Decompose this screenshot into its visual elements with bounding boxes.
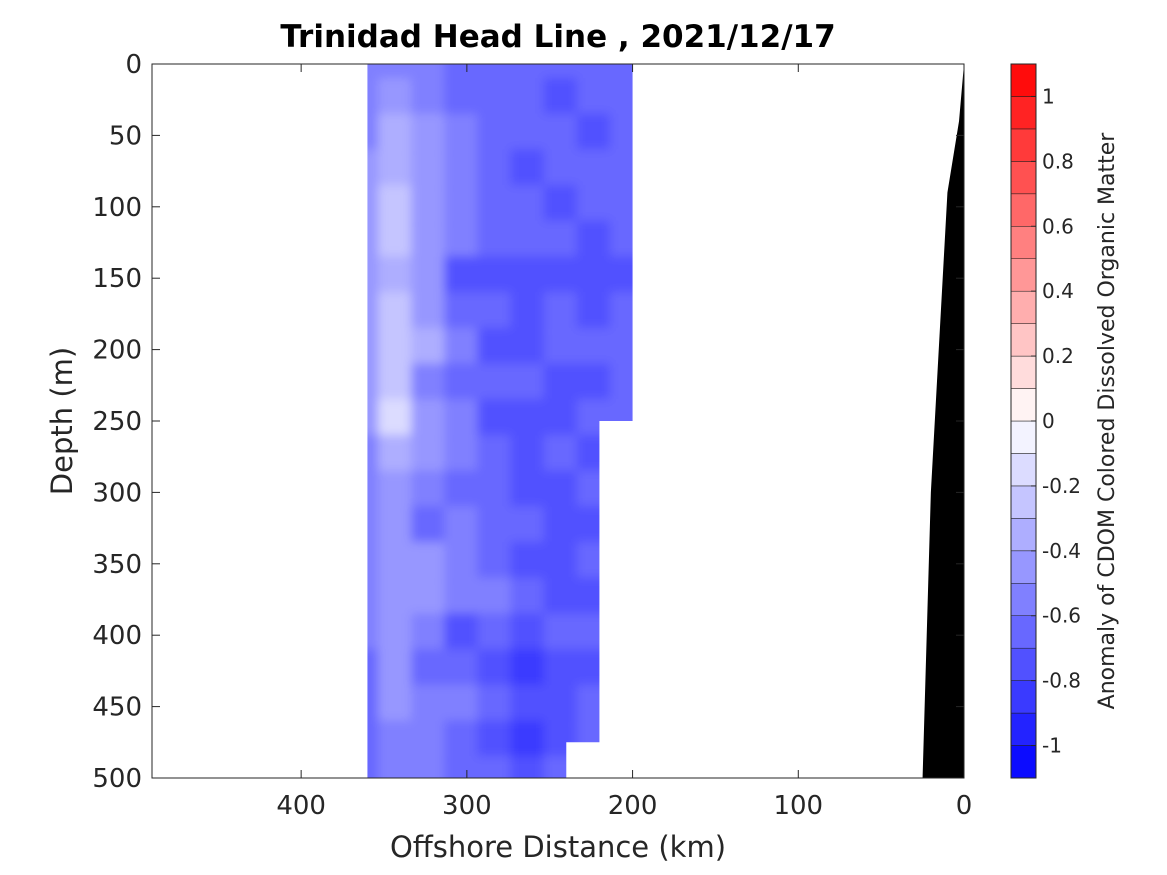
colorbar-label: Anomaly of CDOM Colored Dissolved Organi… bbox=[1095, 132, 1120, 710]
colorbar-step bbox=[1010, 323, 1037, 357]
y-axis-label: Depth (m) bbox=[45, 347, 79, 495]
colorbar-tick-label: 0.8 bbox=[1042, 149, 1074, 173]
colorbar-step bbox=[1010, 193, 1037, 227]
x-tick-label: 400 bbox=[276, 791, 326, 821]
y-axis: 0 50 100 150 200 250 300 350 400 450 500 bbox=[92, 50, 964, 794]
x-tick-label: 200 bbox=[608, 791, 658, 821]
y-tick-label: 250 bbox=[92, 407, 142, 437]
y-tick-label: 450 bbox=[92, 693, 142, 723]
anomaly-cell bbox=[610, 292, 633, 336]
anomaly-cell bbox=[610, 256, 633, 301]
colorbar-tick-label: 0.6 bbox=[1042, 214, 1074, 238]
colorbar-step bbox=[1010, 550, 1037, 584]
colorbar-tick-label: -0.2 bbox=[1042, 474, 1081, 498]
colorbar-step bbox=[1010, 128, 1037, 162]
x-tick-label: 300 bbox=[442, 791, 492, 821]
colorbar-tick-label: -0.8 bbox=[1042, 669, 1081, 693]
y-tick-label: 200 bbox=[92, 336, 142, 366]
anomaly-cell bbox=[543, 756, 589, 778]
y-tick-label: 300 bbox=[92, 478, 142, 508]
anomaly-cell bbox=[610, 363, 633, 408]
chart-title: Trinidad Head Line , 2021/12/17 bbox=[280, 19, 835, 55]
colorbar-tick-label: 0.2 bbox=[1042, 344, 1074, 368]
y-tick-label: 400 bbox=[92, 621, 142, 651]
anomaly-cell bbox=[610, 184, 633, 229]
colorbar-step bbox=[1010, 485, 1037, 519]
x-axis: 400 300 200 100 0 bbox=[276, 64, 972, 821]
colorbar-tick-label: 0.4 bbox=[1042, 279, 1074, 303]
colorbar-step bbox=[1010, 258, 1037, 292]
y-tick-label: 100 bbox=[92, 193, 142, 223]
colorbar-step bbox=[1010, 161, 1037, 195]
anomaly-cell bbox=[610, 220, 633, 265]
colorbar-step bbox=[1010, 615, 1037, 649]
anomaly-field bbox=[367, 64, 633, 778]
colorbar-tick-label: -0.4 bbox=[1042, 539, 1081, 563]
colorbar-step bbox=[1010, 96, 1037, 130]
anomaly-cell bbox=[610, 113, 633, 158]
bottom-topography bbox=[922, 64, 964, 778]
anomaly-cell bbox=[610, 327, 633, 372]
x-axis-label: Offshore Distance (km) bbox=[390, 830, 726, 864]
colorbar-step bbox=[1010, 388, 1037, 422]
colorbar-step bbox=[1010, 712, 1037, 746]
colorbar-step bbox=[1010, 290, 1037, 324]
y-tick-label: 50 bbox=[109, 121, 142, 151]
y-tick-label: 0 bbox=[125, 50, 142, 80]
anomaly-cell bbox=[610, 149, 633, 193]
colorbar-tick-label: 0 bbox=[1042, 409, 1055, 433]
colorbar-tick-label: -0.6 bbox=[1042, 604, 1081, 628]
colorbar-step bbox=[1010, 355, 1037, 389]
colorbar: 1 0.8 0.6 0.4 0.2 0 -0.2 -0.4 -0.6 -0.8 -1 bbox=[1010, 63, 1081, 779]
colorbar-step bbox=[1010, 226, 1037, 259]
anomaly-cell bbox=[576, 720, 622, 765]
anomaly-cell bbox=[610, 399, 633, 443]
y-tick-label: 350 bbox=[92, 550, 142, 580]
x-tick-label: 100 bbox=[773, 791, 823, 821]
x-tick-label: 0 bbox=[956, 791, 973, 821]
colorbar-step bbox=[1010, 583, 1037, 616]
colorbar-step bbox=[1010, 647, 1037, 681]
colorbar-step bbox=[1010, 63, 1037, 97]
data-area bbox=[367, 64, 633, 778]
colorbar-step bbox=[1010, 680, 1037, 714]
colorbar-tick-label: -1 bbox=[1042, 734, 1062, 758]
colorbar-step bbox=[1010, 745, 1037, 779]
y-tick-label: 500 bbox=[92, 764, 142, 794]
colorbar-step bbox=[1010, 453, 1037, 487]
anomaly-cell bbox=[610, 77, 633, 122]
colorbar-tick-label: 1 bbox=[1042, 84, 1055, 108]
colorbar-step bbox=[1010, 518, 1037, 552]
y-tick-label: 150 bbox=[92, 264, 142, 294]
colorbar-step bbox=[1010, 420, 1037, 454]
